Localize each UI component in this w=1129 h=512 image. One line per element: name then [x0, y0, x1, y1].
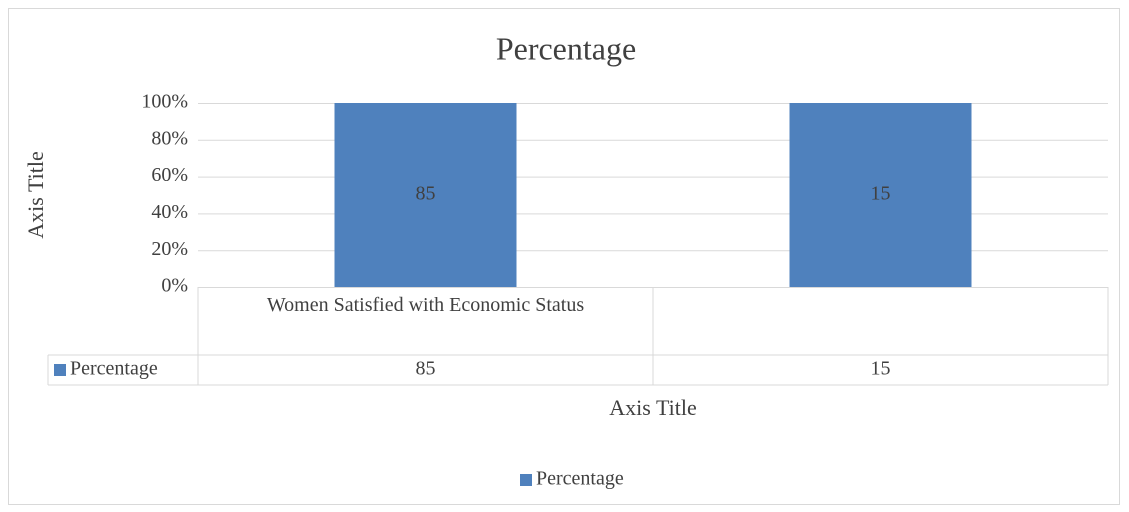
y-tick-label: 40%	[151, 201, 188, 223]
legend-key	[520, 474, 532, 486]
table-value: 85	[416, 358, 436, 380]
y-tick-label: 100%	[141, 91, 188, 113]
data-label: 85	[416, 183, 436, 205]
y-tick-label: 80%	[151, 127, 188, 149]
bar	[789, 103, 972, 287]
table-series-name: Percentage	[70, 358, 158, 380]
y-tick-label: 20%	[151, 238, 188, 260]
bar	[334, 103, 517, 287]
legend-label: Percentage	[536, 468, 624, 490]
y-axis-title: Axis Title	[23, 151, 48, 238]
data-label: 15	[871, 183, 891, 205]
legend-key	[54, 364, 66, 376]
x-tick-label: Women Satisfied with Economic Status	[266, 294, 585, 316]
x-axis-title: Axis Title	[609, 395, 696, 420]
table-value: 15	[871, 358, 891, 380]
chart-title: Percentage	[496, 30, 636, 66]
y-tick-label: 60%	[151, 164, 188, 186]
y-tick-label: 0%	[161, 275, 188, 297]
